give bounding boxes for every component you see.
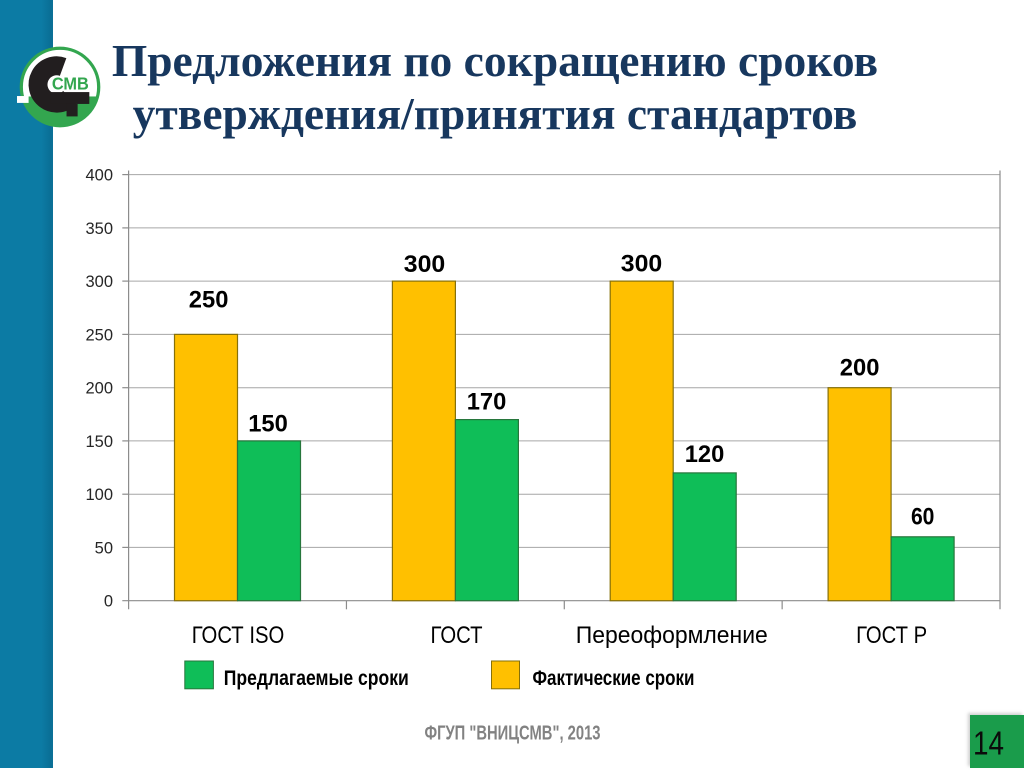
svg-text:ГОСТ: ГОСТ xyxy=(431,622,483,649)
svg-text:100: 100 xyxy=(85,486,113,504)
svg-text:0: 0 xyxy=(104,593,113,611)
svg-text:120: 120 xyxy=(685,441,725,468)
svg-text:150: 150 xyxy=(85,433,113,451)
svg-text:60: 60 xyxy=(911,503,935,530)
svg-text:14: 14 xyxy=(973,725,1004,762)
svg-text:50: 50 xyxy=(95,539,113,557)
svg-text:250: 250 xyxy=(85,326,113,344)
svg-text:ГОСТ Р: ГОСТ Р xyxy=(856,622,927,649)
svg-text:300: 300 xyxy=(404,251,446,278)
svg-text:ГОСТ ISO: ГОСТ ISO xyxy=(192,622,285,649)
svg-text:Фактические сроки: Фактические сроки xyxy=(533,667,695,690)
svg-text:300: 300 xyxy=(85,273,113,291)
svg-text:300: 300 xyxy=(621,251,663,278)
svg-text:350: 350 xyxy=(85,220,113,238)
svg-text:400: 400 xyxy=(85,167,113,185)
svg-text:200: 200 xyxy=(840,355,880,382)
svg-text:200: 200 xyxy=(85,380,113,398)
svg-text:Переоформление: Переоформление xyxy=(576,622,768,649)
svg-text:Предлагаемые сроки: Предлагаемые сроки xyxy=(224,667,409,690)
svg-text:150: 150 xyxy=(248,410,288,437)
svg-text:СМВ: СМВ xyxy=(52,74,89,94)
svg-text:250: 250 xyxy=(189,287,229,314)
svg-text:ФГУП "ВНИЦСМВ", 2013: ФГУП "ВНИЦСМВ", 2013 xyxy=(425,723,601,745)
svg-text:170: 170 xyxy=(467,388,507,415)
